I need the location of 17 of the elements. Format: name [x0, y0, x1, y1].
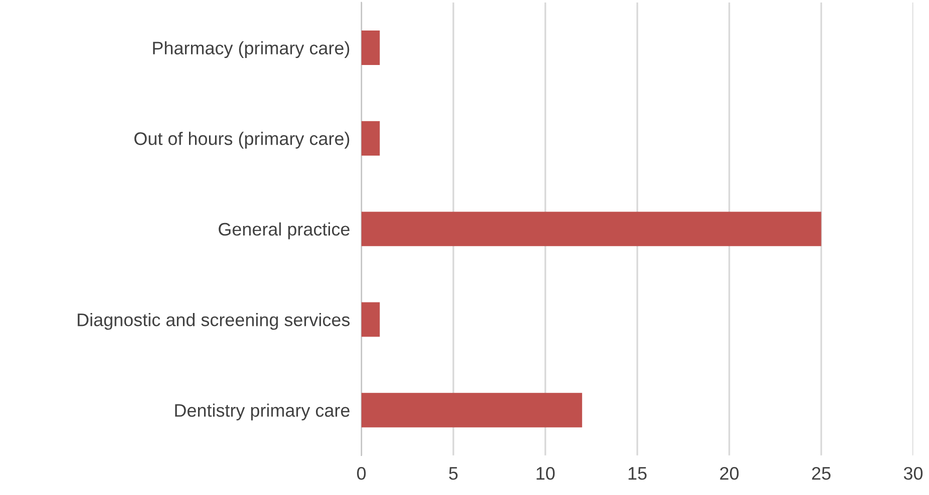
bar — [361, 212, 822, 246]
bar — [361, 121, 380, 156]
x-tick-label: 20 — [720, 466, 739, 480]
y-tick-label: Diagnostic and screening services — [78, 312, 350, 330]
bar — [361, 392, 582, 428]
x-tick-label: 30 — [904, 466, 923, 480]
bar — [361, 302, 380, 337]
bar — [361, 30, 380, 65]
x-tick-label: 0 — [357, 466, 366, 480]
x-tick-label: 25 — [812, 466, 831, 480]
x-tick-label: 5 — [449, 467, 458, 480]
y-tick-label: Pharmacy (primary care) — [153, 41, 350, 58]
x-tick-label: 10 — [536, 466, 555, 480]
x-tick-label: 15 — [628, 467, 647, 480]
y-tick-label: Dentistry primary care — [175, 404, 350, 420]
y-tick-label: Out of hours (primary care) — [134, 132, 350, 149]
y-tick-label: General practice — [218, 222, 350, 240]
